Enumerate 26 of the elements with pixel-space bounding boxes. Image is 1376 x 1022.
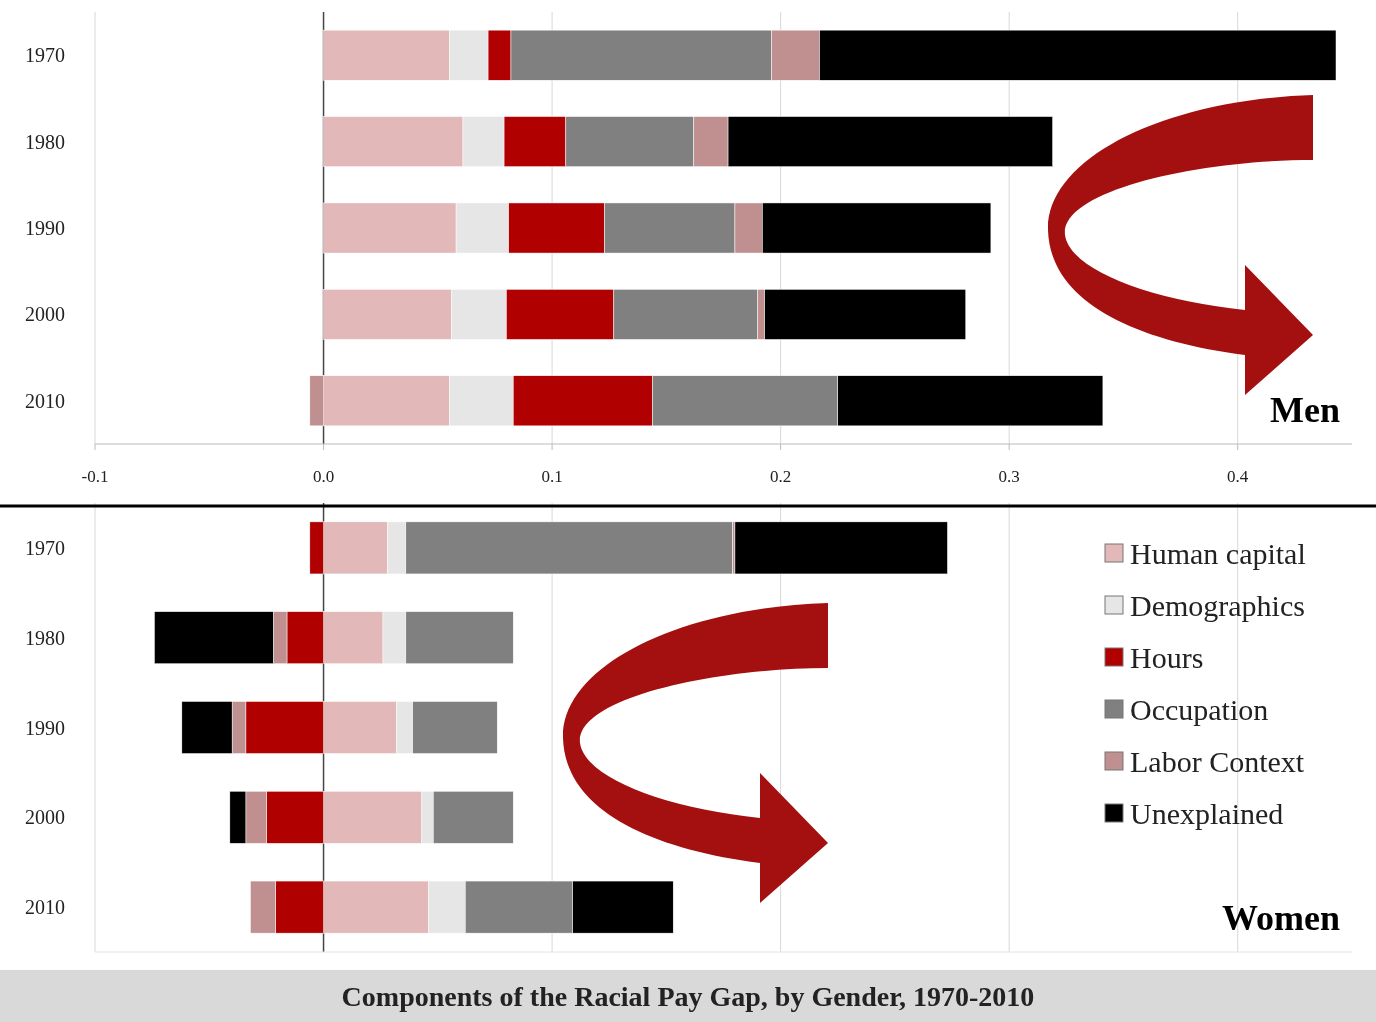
legend-label: Labor Context: [1130, 744, 1305, 778]
legend-label: Unexplained: [1130, 796, 1284, 830]
x-tick-label: 0.0: [312, 467, 335, 486]
y-tick-label: 1980: [25, 626, 65, 649]
y-tick-label: 1970: [25, 536, 65, 559]
y-tick-label: 1970: [25, 44, 65, 67]
legend-label: Hours: [1130, 640, 1204, 674]
y-tick-label: 2010: [25, 389, 65, 412]
annotation: Men: [1270, 390, 1340, 430]
x-tick-label: 0.2: [770, 467, 792, 486]
x-tick-label: 0.4: [1227, 467, 1249, 486]
legend-label: Demographics: [1130, 588, 1305, 622]
legend-label: Human capital: [1130, 536, 1306, 570]
bar: [734, 521, 948, 575]
annotation: Women: [1221, 898, 1340, 938]
legend-label: Occupation: [1130, 692, 1269, 726]
x-tick-label: -0.1: [81, 467, 109, 486]
y-tick-label: 2010: [25, 896, 65, 919]
y-tick-label: 1980: [25, 130, 65, 153]
y-tick-label: 2000: [25, 303, 65, 326]
y-tick-label: 1990: [25, 716, 65, 739]
y-tick-label: 1990: [25, 217, 65, 239]
y-tick-label: 2000: [25, 806, 65, 829]
text: Components of the Racial Pay Gap, by Gender, 1970-2010: [341, 981, 1035, 1012]
x-tick-label: 0.1: [541, 467, 563, 486]
x-tick-label: 0.3: [998, 467, 1020, 486]
